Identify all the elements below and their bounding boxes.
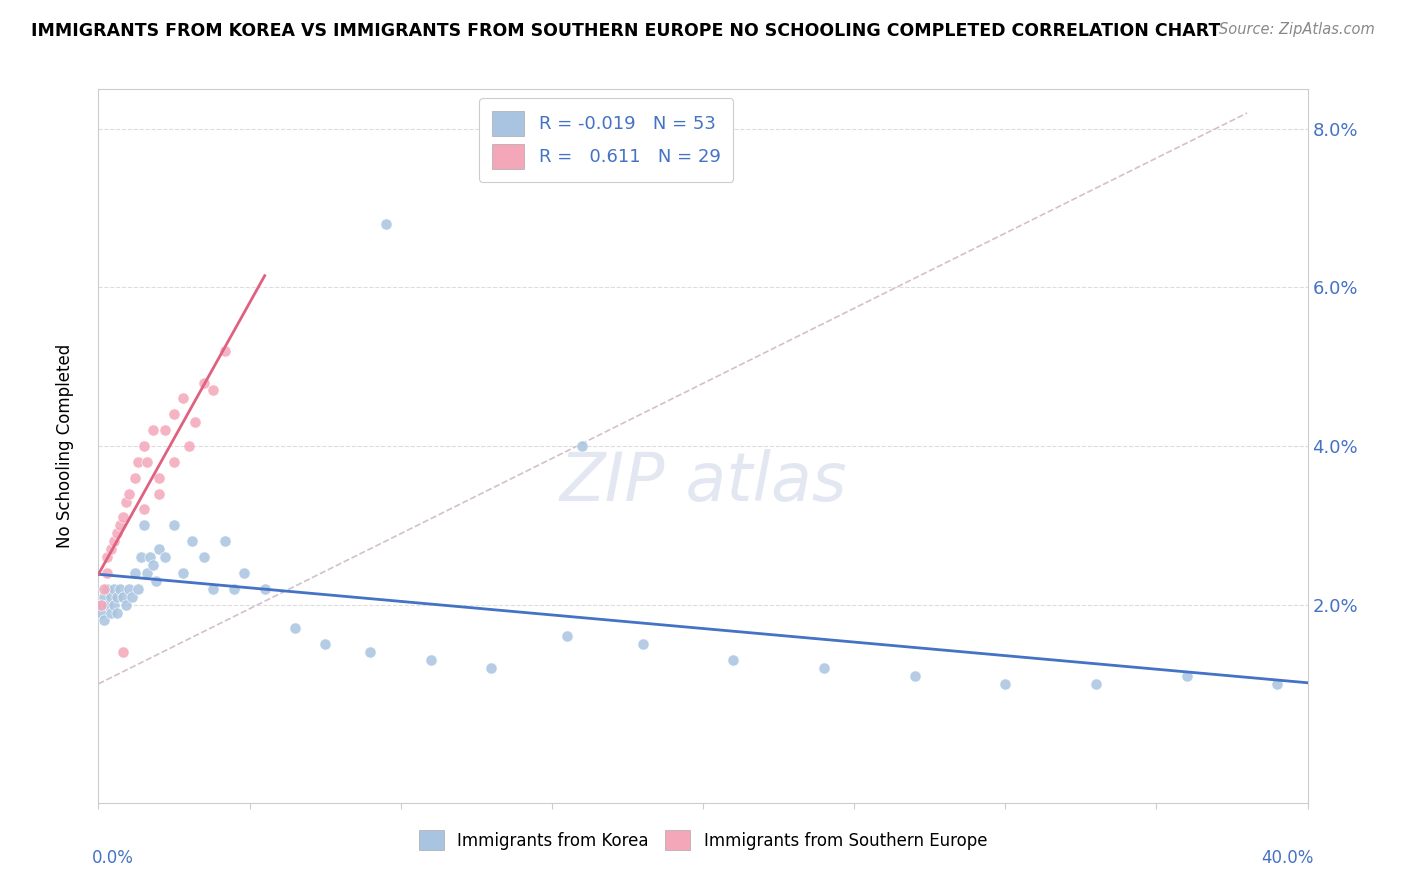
Point — [153, 549, 176, 564]
Point — [723, 653, 745, 667]
Point — [105, 526, 128, 541]
Point — [139, 549, 162, 564]
Point — [127, 582, 149, 596]
Point — [93, 590, 115, 604]
Point — [90, 606, 112, 620]
Point — [571, 439, 593, 453]
Point — [100, 542, 122, 557]
Point — [163, 518, 186, 533]
Point — [253, 582, 276, 596]
Point — [111, 590, 134, 604]
Point — [904, 669, 927, 683]
Point — [100, 606, 122, 620]
Point — [172, 392, 194, 406]
Point — [132, 518, 155, 533]
Point — [90, 598, 112, 612]
Point — [103, 582, 125, 596]
Point — [148, 471, 170, 485]
Point — [111, 510, 134, 524]
Point — [163, 455, 186, 469]
Point — [90, 598, 112, 612]
Point — [93, 614, 115, 628]
Point — [994, 677, 1017, 691]
Point — [105, 590, 128, 604]
Point — [214, 343, 236, 358]
Text: 40.0%: 40.0% — [1261, 849, 1313, 867]
Point — [114, 494, 136, 508]
Point — [314, 637, 336, 651]
Point — [103, 534, 125, 549]
Point — [132, 502, 155, 516]
Point — [202, 582, 225, 596]
Y-axis label: No Schooling Completed: No Schooling Completed — [56, 344, 75, 548]
Point — [135, 455, 157, 469]
Point — [148, 486, 170, 500]
Point — [145, 574, 167, 588]
Point — [181, 534, 204, 549]
Point — [93, 582, 115, 596]
Point — [114, 598, 136, 612]
Point — [96, 566, 118, 580]
Point — [172, 566, 194, 580]
Point — [96, 549, 118, 564]
Point — [202, 384, 225, 398]
Point — [153, 423, 176, 437]
Point — [1085, 677, 1108, 691]
Point — [360, 645, 382, 659]
Point — [129, 549, 152, 564]
Legend: Immigrants from Korea, Immigrants from Southern Europe: Immigrants from Korea, Immigrants from S… — [411, 822, 995, 859]
Point — [179, 439, 201, 453]
Point — [481, 661, 503, 675]
Point — [90, 598, 112, 612]
Point — [96, 582, 118, 596]
Point — [232, 566, 254, 580]
Point — [374, 217, 396, 231]
Text: ZIP atlas: ZIP atlas — [560, 449, 846, 515]
Point — [96, 598, 118, 612]
Point — [100, 590, 122, 604]
Point — [193, 376, 215, 390]
Point — [124, 566, 146, 580]
Point — [135, 566, 157, 580]
Text: 0.0%: 0.0% — [93, 849, 134, 867]
Point — [555, 629, 578, 643]
Point — [224, 582, 246, 596]
Point — [214, 534, 236, 549]
Point — [284, 621, 307, 635]
Point — [108, 518, 131, 533]
Text: Source: ZipAtlas.com: Source: ZipAtlas.com — [1219, 22, 1375, 37]
Point — [813, 661, 835, 675]
Point — [132, 439, 155, 453]
Point — [118, 486, 141, 500]
Point — [118, 582, 141, 596]
Point — [1267, 677, 1289, 691]
Point — [142, 423, 165, 437]
Point — [103, 598, 125, 612]
Text: IMMIGRANTS FROM KOREA VS IMMIGRANTS FROM SOUTHERN EUROPE NO SCHOOLING COMPLETED : IMMIGRANTS FROM KOREA VS IMMIGRANTS FROM… — [31, 22, 1220, 40]
Point — [127, 455, 149, 469]
Point — [163, 407, 186, 421]
Point — [631, 637, 654, 651]
Point — [1175, 669, 1198, 683]
Point — [193, 549, 215, 564]
Point — [420, 653, 443, 667]
Point — [105, 606, 128, 620]
Point — [108, 582, 131, 596]
Point — [111, 645, 134, 659]
Point — [124, 471, 146, 485]
Point — [184, 415, 207, 429]
Point — [121, 590, 143, 604]
Point — [148, 542, 170, 557]
Point — [142, 558, 165, 572]
